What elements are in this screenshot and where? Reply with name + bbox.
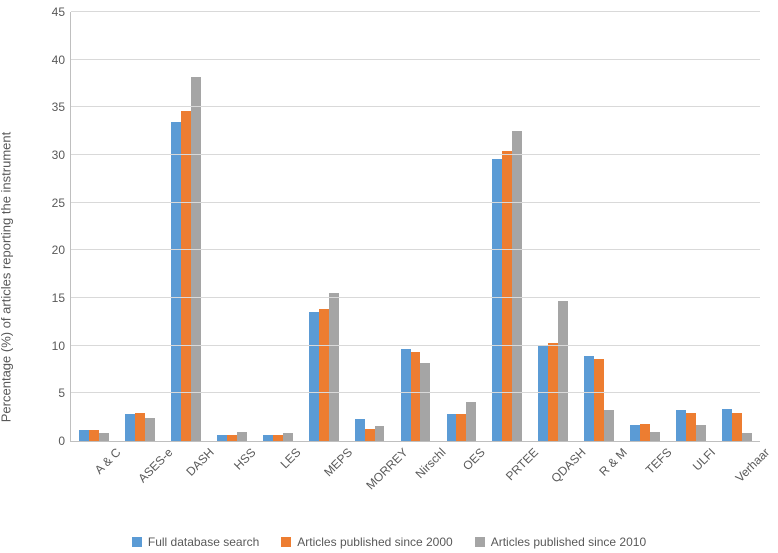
bar — [309, 312, 319, 441]
chart-container: Percentage (%) of articles reporting the… — [0, 0, 778, 553]
legend-item: Articles published since 2000 — [281, 535, 452, 549]
bar — [135, 413, 145, 441]
bar — [145, 418, 155, 441]
gridline — [71, 345, 760, 346]
bar — [125, 414, 135, 441]
bar — [584, 356, 594, 441]
bar — [273, 435, 283, 441]
y-tick-label: 20 — [52, 243, 71, 257]
bar — [217, 435, 227, 441]
x-tick-label: Nirschl — [408, 441, 448, 481]
legend-item: Articles published since 2010 — [475, 535, 646, 549]
bar — [401, 349, 411, 441]
x-tick-label: MEPS — [317, 441, 355, 479]
bar — [696, 425, 706, 441]
y-tick-label: 40 — [52, 53, 71, 67]
bar — [375, 426, 385, 441]
legend-label: Articles published since 2000 — [297, 535, 452, 549]
bar — [650, 432, 660, 441]
legend-swatch — [132, 537, 142, 547]
plot-area: 051015202530354045A & CASES-eDASHHSSLESM… — [70, 12, 760, 442]
y-tick-label: 15 — [52, 291, 71, 305]
bar — [79, 430, 89, 441]
y-tick-label: 25 — [52, 196, 71, 210]
bar — [722, 409, 732, 441]
bar — [456, 414, 466, 441]
bar — [512, 131, 522, 441]
y-tick-label: 35 — [52, 100, 71, 114]
bar — [558, 301, 568, 441]
y-axis-label: Percentage (%) of articles reporting the… — [0, 131, 14, 421]
x-tick-label: A & C — [88, 441, 124, 477]
bar — [686, 413, 696, 441]
bar — [466, 402, 476, 441]
bar — [263, 435, 273, 441]
legend-label: Articles published since 2010 — [491, 535, 646, 549]
legend-item: Full database search — [132, 535, 259, 549]
gridline — [71, 202, 760, 203]
gridline — [71, 392, 760, 393]
bar — [604, 410, 614, 441]
legend-label: Full database search — [148, 535, 259, 549]
y-tick-label: 10 — [52, 339, 71, 353]
y-tick-label: 30 — [52, 148, 71, 162]
x-tick-label: ULFI — [686, 441, 719, 474]
bars-layer — [71, 12, 760, 441]
y-tick-label: 5 — [58, 386, 71, 400]
bar — [676, 410, 686, 441]
bar — [594, 359, 604, 441]
y-tick-label: 0 — [58, 434, 71, 448]
x-tick-label: HSS — [227, 441, 259, 473]
gridline — [71, 11, 760, 12]
bar — [227, 435, 237, 441]
x-tick-label: PRTEE — [499, 441, 541, 483]
bar — [329, 293, 339, 441]
x-tick-label: LES — [273, 441, 303, 471]
gridline — [71, 154, 760, 155]
bar — [742, 433, 752, 441]
x-tick-label: QDASH — [544, 441, 588, 485]
bar — [191, 77, 201, 441]
bar — [630, 425, 640, 441]
x-tick-label: R & M — [592, 441, 630, 479]
gridline — [71, 106, 760, 107]
y-tick-label: 45 — [52, 5, 71, 19]
bar — [411, 352, 421, 441]
x-tick-label: TEFS — [639, 441, 675, 477]
bar — [447, 414, 457, 441]
x-tick-label: MORREY — [359, 441, 410, 492]
bar — [420, 363, 430, 441]
bar — [89, 430, 99, 441]
x-tick-label: DASH — [179, 441, 217, 479]
bar — [283, 433, 293, 441]
bar — [365, 429, 375, 441]
gridline — [71, 249, 760, 250]
bar — [732, 413, 742, 441]
legend-swatch — [281, 537, 291, 547]
gridline — [71, 59, 760, 60]
x-tick-label: Verhaar — [728, 441, 772, 485]
bar — [319, 309, 329, 441]
bar — [237, 432, 247, 441]
legend-swatch — [475, 537, 485, 547]
x-tick-label: ASES-e — [131, 441, 175, 485]
x-tick-label: OES — [456, 441, 488, 473]
bar — [99, 433, 109, 441]
legend: Full database search Articles published s… — [0, 535, 778, 549]
gridline — [71, 297, 760, 298]
bar — [355, 419, 365, 441]
bar — [640, 424, 650, 441]
